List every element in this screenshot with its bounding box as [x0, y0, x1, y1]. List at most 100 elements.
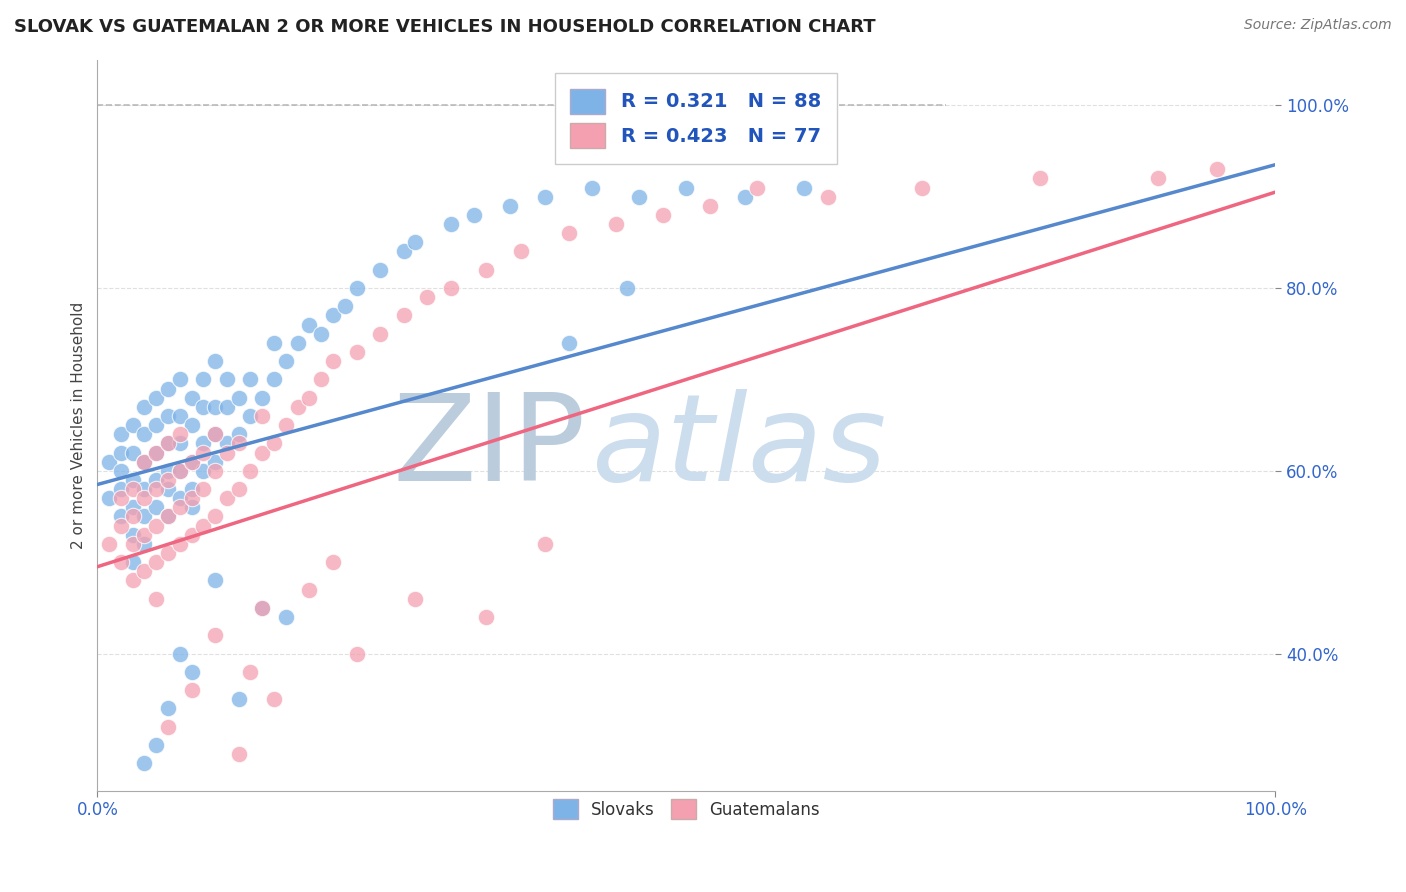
Y-axis label: 2 or more Vehicles in Household: 2 or more Vehicles in Household: [72, 301, 86, 549]
Point: [287, 400, 309, 414]
Point: [368, 326, 391, 341]
Point: [510, 244, 533, 259]
Point: [180, 527, 202, 541]
Point: [215, 491, 238, 506]
Point: [204, 628, 226, 642]
Point: [252, 600, 274, 615]
Point: [121, 482, 143, 496]
Point: [463, 208, 485, 222]
Point: [134, 756, 156, 771]
Point: [1146, 171, 1168, 186]
Point: [745, 180, 768, 194]
Point: [134, 427, 156, 442]
Point: [157, 509, 180, 524]
Point: [228, 482, 250, 496]
Point: [157, 382, 180, 396]
Point: [157, 436, 180, 450]
Point: [121, 574, 143, 588]
Point: [145, 418, 167, 433]
Point: [110, 427, 132, 442]
Point: [193, 400, 215, 414]
Point: [157, 509, 180, 524]
Point: [252, 600, 274, 615]
Point: [228, 747, 250, 761]
Point: [110, 445, 132, 459]
Point: [263, 692, 285, 706]
Point: [228, 391, 250, 405]
Point: [298, 318, 321, 332]
Point: [169, 372, 191, 386]
Point: [193, 464, 215, 478]
Point: [193, 436, 215, 450]
Point: [193, 445, 215, 459]
Point: [734, 189, 756, 203]
Point: [204, 455, 226, 469]
Point: [121, 555, 143, 569]
Point: [157, 473, 180, 487]
Point: [145, 473, 167, 487]
Point: [204, 427, 226, 442]
Point: [110, 491, 132, 506]
Text: Source: ZipAtlas.com: Source: ZipAtlas.com: [1244, 18, 1392, 32]
Point: [239, 464, 262, 478]
Point: [121, 500, 143, 515]
Point: [911, 180, 934, 194]
Point: [169, 464, 191, 478]
Point: [204, 574, 226, 588]
Point: [322, 309, 344, 323]
Point: [110, 555, 132, 569]
Point: [193, 372, 215, 386]
Point: [145, 738, 167, 752]
Point: [215, 400, 238, 414]
Point: [169, 537, 191, 551]
Point: [475, 610, 498, 624]
Point: [98, 491, 121, 506]
Point: [416, 290, 439, 304]
Point: [110, 464, 132, 478]
Point: [98, 455, 121, 469]
Point: [157, 464, 180, 478]
Point: [263, 335, 285, 350]
Point: [309, 372, 332, 386]
Point: [298, 582, 321, 597]
Point: [169, 409, 191, 423]
Point: [1029, 171, 1052, 186]
Point: [110, 518, 132, 533]
Point: [239, 665, 262, 679]
Point: [157, 436, 180, 450]
Point: [121, 527, 143, 541]
Point: [605, 217, 627, 231]
Point: [204, 354, 226, 368]
Point: [534, 189, 557, 203]
Point: [368, 262, 391, 277]
Point: [404, 591, 426, 606]
Point: [180, 455, 202, 469]
Point: [121, 537, 143, 551]
Point: [180, 455, 202, 469]
Point: [134, 509, 156, 524]
Point: [180, 491, 202, 506]
Point: [215, 372, 238, 386]
Point: [263, 372, 285, 386]
Point: [346, 281, 368, 295]
Point: [228, 436, 250, 450]
Point: [392, 309, 415, 323]
Legend: Slovaks, Guatemalans: Slovaks, Guatemalans: [546, 792, 827, 826]
Point: [193, 482, 215, 496]
Point: [817, 189, 839, 203]
Point: [180, 418, 202, 433]
Text: atlas: atlas: [592, 389, 887, 506]
Point: [333, 299, 356, 313]
Point: [581, 180, 603, 194]
Point: [309, 326, 332, 341]
Point: [557, 335, 579, 350]
Point: [239, 409, 262, 423]
Point: [475, 262, 498, 277]
Point: [346, 345, 368, 359]
Point: [215, 436, 238, 450]
Point: [180, 665, 202, 679]
Point: [298, 391, 321, 405]
Point: [440, 281, 463, 295]
Point: [628, 189, 651, 203]
Point: [180, 500, 202, 515]
